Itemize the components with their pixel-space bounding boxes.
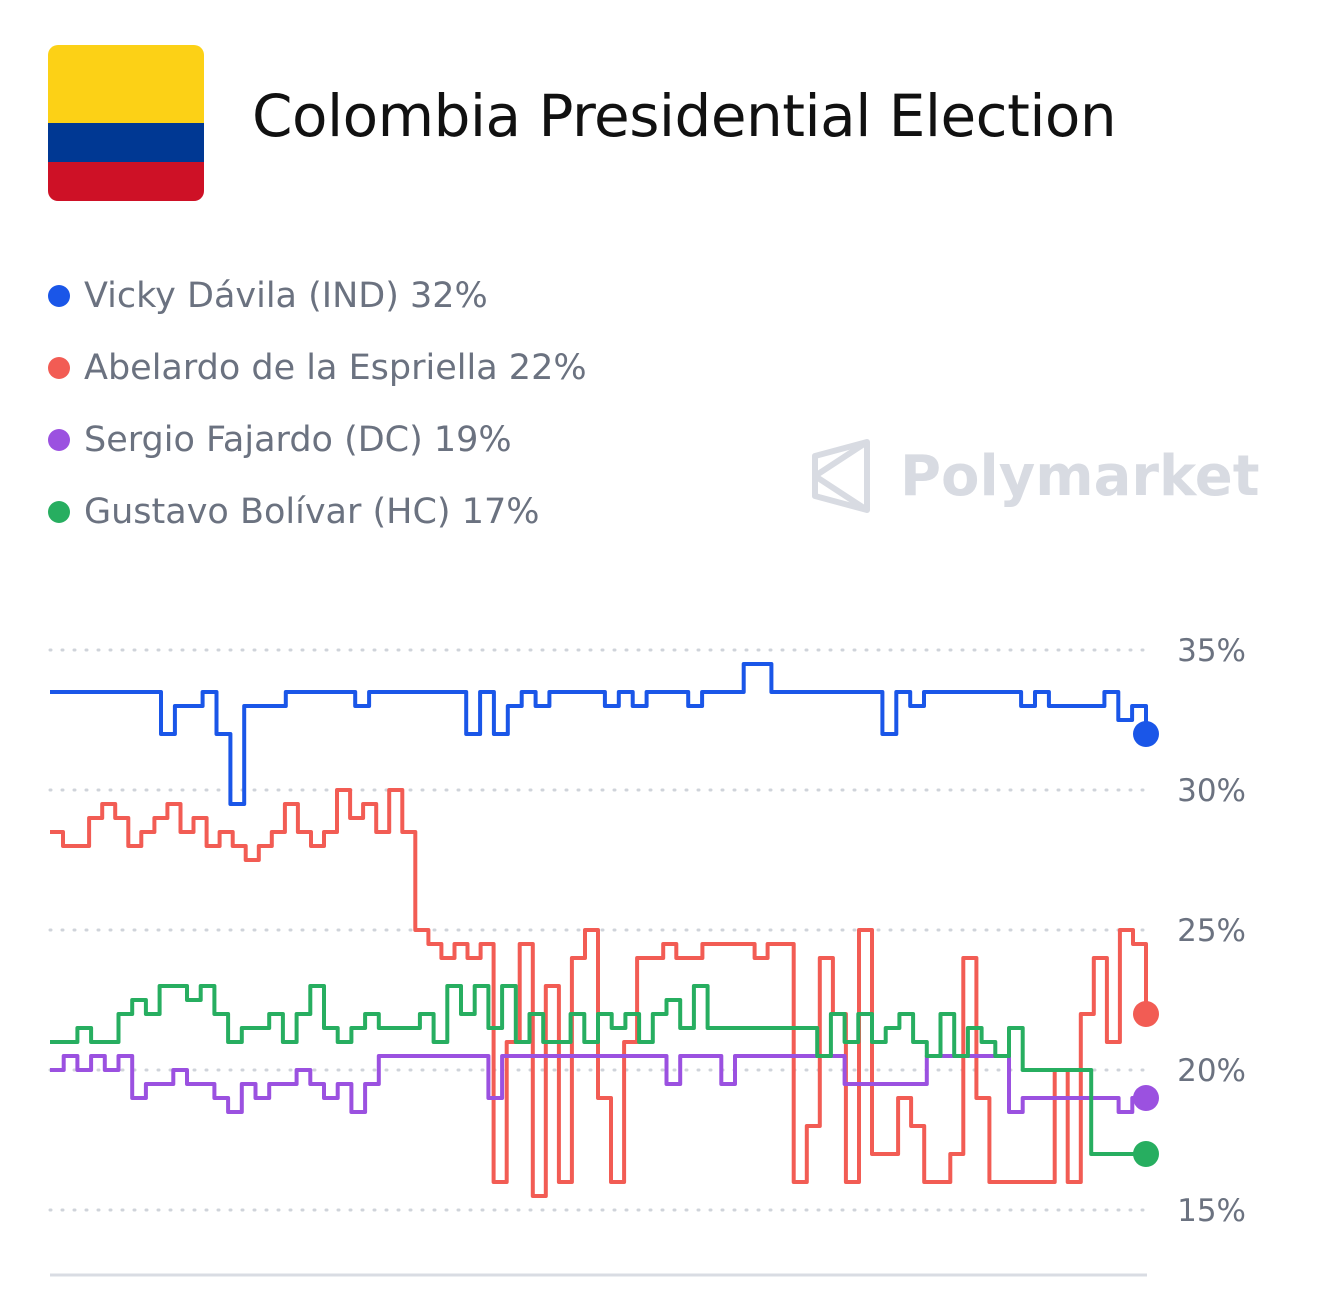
polymarket-logo-icon bbox=[812, 439, 870, 513]
series-end-dot-3[interactable] bbox=[1133, 1141, 1159, 1167]
y-tick-label: 15% bbox=[1177, 1193, 1246, 1229]
series-lines bbox=[50, 662, 1148, 1198]
legend-item-davila[interactable]: Vicky Dávila (IND) 32% bbox=[48, 260, 587, 332]
flag-stripe-yellow bbox=[48, 45, 204, 123]
flag-stripe-blue bbox=[48, 123, 204, 162]
series-end-markers bbox=[1133, 721, 1159, 1167]
polymarket-watermark: Polymarket bbox=[810, 438, 1259, 514]
flag-stripe-red bbox=[48, 162, 204, 201]
legend-item-espriella[interactable]: Abelardo de la Espriella 22% bbox=[48, 332, 587, 404]
series-line-2 bbox=[50, 1054, 1146, 1114]
legend-dot bbox=[48, 501, 70, 523]
legend-label: Abelardo de la Espriella 22% bbox=[84, 348, 587, 388]
legend-dot bbox=[48, 429, 70, 451]
legend-label: Gustavo Bolívar (HC) 17% bbox=[84, 492, 540, 532]
series-end-dot-2[interactable] bbox=[1133, 1085, 1159, 1111]
y-tick-label: 35% bbox=[1177, 633, 1246, 669]
y-tick-label: 20% bbox=[1177, 1053, 1246, 1089]
colombia-flag bbox=[48, 45, 204, 201]
y-tick-label: 30% bbox=[1177, 773, 1246, 809]
page-title: Colombia Presidential Election bbox=[252, 82, 1117, 150]
series-line-3 bbox=[50, 984, 1146, 1156]
watermark-text: Polymarket bbox=[900, 443, 1260, 509]
legend-dot bbox=[48, 285, 70, 307]
series-line-0 bbox=[50, 662, 1148, 806]
y-axis-ticks: 35% 30% 25% 20% 15% bbox=[1177, 633, 1246, 1229]
legend-item-bolivar[interactable]: Gustavo Bolívar (HC) 17% bbox=[48, 476, 587, 548]
series-line-1 bbox=[50, 788, 1148, 1198]
legend-dot bbox=[48, 357, 70, 379]
chart-legend: Vicky Dávila (IND) 32% Abelardo de la Es… bbox=[48, 260, 587, 548]
series-end-dot-1[interactable] bbox=[1133, 1001, 1159, 1027]
y-tick-label: 25% bbox=[1177, 913, 1246, 949]
legend-label: Vicky Dávila (IND) 32% bbox=[84, 276, 488, 316]
series-end-dot-0[interactable] bbox=[1133, 721, 1159, 747]
legend-label: Sergio Fajardo (DC) 19% bbox=[84, 420, 512, 460]
legend-item-fajardo[interactable]: Sergio Fajardo (DC) 19% bbox=[48, 404, 587, 476]
